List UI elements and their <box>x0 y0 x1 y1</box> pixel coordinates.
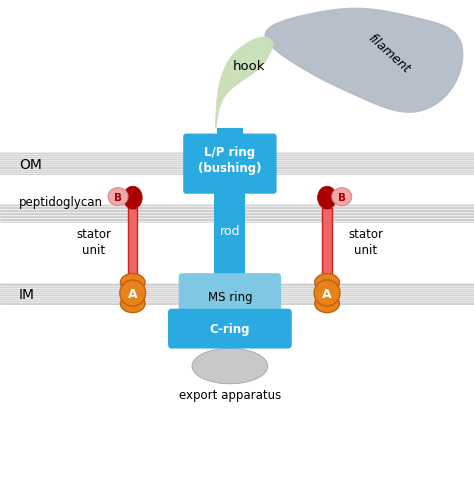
Bar <box>0 205 474 223</box>
Text: B: B <box>114 192 122 202</box>
FancyBboxPatch shape <box>179 274 281 319</box>
FancyBboxPatch shape <box>183 134 276 194</box>
Text: filament: filament <box>365 31 412 75</box>
Bar <box>128 209 137 284</box>
Bar <box>322 209 332 284</box>
Text: OM: OM <box>19 157 42 171</box>
Text: C-ring: C-ring <box>210 323 250 336</box>
Polygon shape <box>216 38 273 129</box>
Text: stator
unit: stator unit <box>76 227 111 256</box>
Ellipse shape <box>318 187 337 210</box>
Text: stator
unit: stator unit <box>348 227 383 256</box>
Ellipse shape <box>120 280 146 306</box>
Text: export apparatus: export apparatus <box>179 388 281 401</box>
Ellipse shape <box>332 188 352 206</box>
Bar <box>214 192 246 281</box>
Polygon shape <box>265 9 463 113</box>
Text: rod: rod <box>219 225 240 238</box>
Ellipse shape <box>192 348 268 384</box>
Ellipse shape <box>120 274 145 292</box>
Text: IM: IM <box>19 288 35 301</box>
Text: L/P ring
(bushing): L/P ring (bushing) <box>198 146 262 175</box>
Ellipse shape <box>315 295 339 313</box>
FancyBboxPatch shape <box>168 309 292 349</box>
Text: B: B <box>338 192 346 202</box>
Text: A: A <box>128 287 137 300</box>
Ellipse shape <box>315 274 339 292</box>
Text: A: A <box>322 287 332 300</box>
Text: hook: hook <box>233 60 265 72</box>
Ellipse shape <box>120 295 145 313</box>
Ellipse shape <box>314 280 340 306</box>
Ellipse shape <box>123 187 142 210</box>
Ellipse shape <box>108 188 128 206</box>
Bar <box>0 283 474 306</box>
Bar <box>0 153 474 176</box>
Text: MS ring: MS ring <box>208 290 252 303</box>
Text: peptidoglycan: peptidoglycan <box>19 196 103 209</box>
Bar <box>217 129 243 154</box>
